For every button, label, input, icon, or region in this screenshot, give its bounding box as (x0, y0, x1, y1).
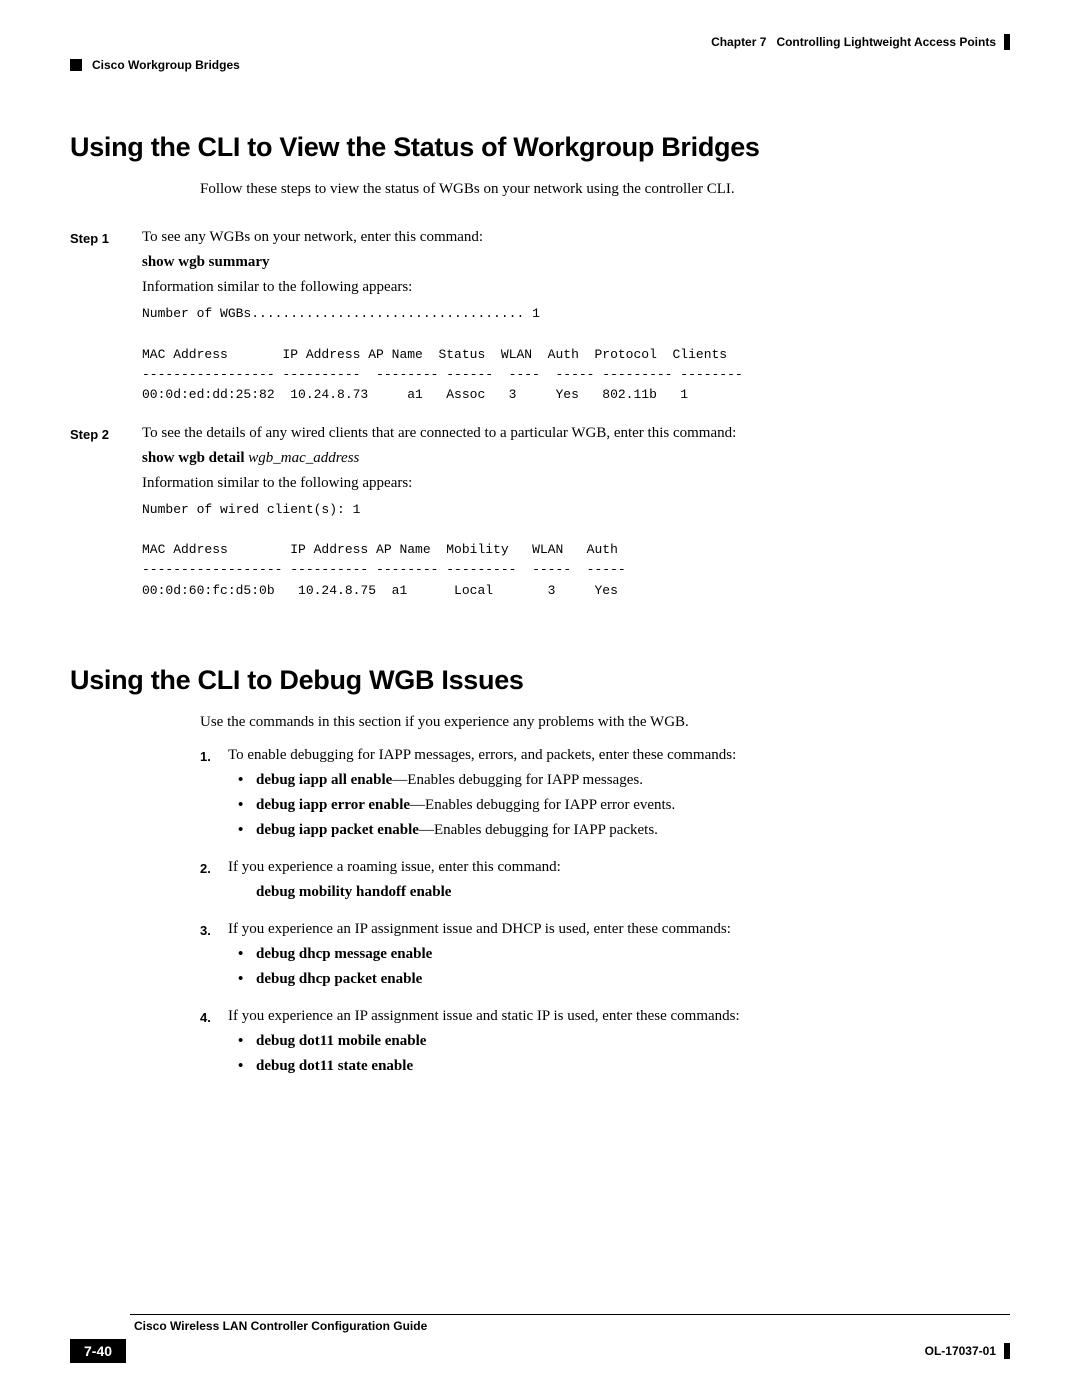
debug-list: 1. To enable debugging for IAPP messages… (200, 747, 1010, 1083)
section2-intro-wrap: Use the commands in this section if you … (200, 712, 1010, 732)
step-2-line2: Information similar to the following app… (142, 475, 1010, 492)
debug-item-3: 3. If you experience an IP assignment is… (200, 921, 1010, 996)
step-1-cmd: show wgb summary (142, 254, 1010, 271)
debug-item-4-text: If you experience an IP assignment issue… (228, 1008, 1010, 1025)
debug-item-1-b1-rest: —Enables debugging for IAPP messages. (392, 772, 643, 788)
step-1-body: To see any WGBs on your network, enter t… (142, 229, 1010, 419)
step-2-cli-output: Number of wired client(s): 1 MAC Address… (142, 500, 1010, 601)
section1-body: Follow these steps to view the status of… (200, 179, 1010, 199)
debug-item-2-body: If you experience a roaming issue, enter… (228, 859, 1010, 909)
step-2-cmd-italic: wgb_mac_address (248, 450, 359, 466)
debug-item-1-b3-rest: —Enables debugging for IAPP packets. (419, 822, 658, 838)
footer-guide-title: Cisco Wireless LAN Controller Configurat… (134, 1319, 1010, 1333)
debug-item-3-b1: debug dhcp message enable (256, 946, 1010, 963)
doc-id-wrap: OL-17037-01 (925, 1343, 1010, 1359)
step-1-line1: To see any WGBs on your network, enter t… (142, 229, 1010, 246)
heading-debug: Using the CLI to Debug WGB Issues (70, 665, 1010, 696)
section1-intro: Follow these steps to view the status of… (200, 179, 1010, 199)
footer-rule (130, 1314, 1010, 1315)
debug-item-2-num: 2. (200, 859, 228, 909)
debug-item-1-bullets: debug iapp all enable—Enables debugging … (228, 772, 1010, 839)
debug-item-2-text: If you experience a roaming issue, enter… (228, 859, 1010, 876)
debug-item-1-text: To enable debugging for IAPP messages, e… (228, 747, 1010, 764)
step-2-label: Step 2 (70, 425, 142, 615)
debug-item-1-b1-cmd: debug iapp all enable (256, 772, 392, 788)
debug-item-1-b3-cmd: debug iapp packet enable (256, 822, 419, 838)
debug-item-4-bullets: debug dot11 mobile enable debug dot11 st… (228, 1033, 1010, 1075)
page: Chapter 7 Controlling Lightweight Access… (0, 0, 1080, 1397)
debug-item-3-b2: debug dhcp packet enable (256, 971, 1010, 988)
section-title: Cisco Workgroup Bridges (92, 58, 240, 72)
step-2: Step 2 To see the details of any wired c… (70, 425, 1010, 615)
step-2-cmd-bold: show wgb detail (142, 450, 248, 466)
debug-item-1-body: To enable debugging for IAPP messages, e… (228, 747, 1010, 847)
step-1-line2: Information similar to the following app… (142, 279, 1010, 296)
step-1: Step 1 To see any WGBs on your network, … (70, 229, 1010, 419)
chapter-title: Controlling Lightweight Access Points (776, 35, 996, 49)
steps-block: Step 1 To see any WGBs on your network, … (70, 229, 1010, 614)
doc-id-marker-icon (1004, 1343, 1010, 1359)
doc-id: OL-17037-01 (925, 1344, 996, 1358)
debug-item-1-b1: debug iapp all enable—Enables debugging … (256, 772, 1010, 789)
step-2-body: To see the details of any wired clients … (142, 425, 1010, 615)
debug-item-3-bullets: debug dhcp message enable debug dhcp pac… (228, 946, 1010, 988)
section2-intro: Use the commands in this section if you … (200, 712, 1010, 732)
debug-item-4-b1: debug dot11 mobile enable (256, 1033, 1010, 1050)
debug-item-3-num: 3. (200, 921, 228, 996)
debug-item-1-num: 1. (200, 747, 228, 847)
header-marker-icon (1004, 34, 1010, 50)
step-2-cmd: show wgb detail wgb_mac_address (142, 450, 1010, 467)
page-header: Chapter 7 Controlling Lightweight Access… (70, 34, 1010, 50)
debug-item-1-b2: debug iapp error enable—Enables debuggin… (256, 797, 1010, 814)
footer-bottom-row: 7-40 OL-17037-01 (70, 1339, 1010, 1363)
debug-item-3-text: If you experience an IP assignment issue… (228, 921, 1010, 938)
page-footer: Cisco Wireless LAN Controller Configurat… (70, 1314, 1010, 1363)
step-1-label: Step 1 (70, 229, 142, 419)
debug-item-1-b2-cmd: debug iapp error enable (256, 797, 410, 813)
page-number: 7-40 (70, 1339, 126, 1363)
section-title-row: Cisco Workgroup Bridges (70, 58, 1010, 72)
debug-item-2-cmd: debug mobility handoff enable (228, 884, 1010, 901)
chapter-label: Chapter 7 (711, 35, 766, 49)
step-2-line1: To see the details of any wired clients … (142, 425, 1010, 442)
debug-item-1-b3: debug iapp packet enable—Enables debuggi… (256, 822, 1010, 839)
debug-item-4: 4. If you experience an IP assignment is… (200, 1008, 1010, 1083)
debug-item-3-body: If you experience an IP assignment issue… (228, 921, 1010, 996)
step-1-cli-output: Number of WGBs..........................… (142, 304, 1010, 405)
debug-item-1-b2-rest: —Enables debugging for IAPP error events… (410, 797, 675, 813)
debug-item-4-b2: debug dot11 state enable (256, 1058, 1010, 1075)
debug-item-4-num: 4. (200, 1008, 228, 1083)
section-marker-icon (70, 59, 82, 71)
debug-item-4-body: If you experience an IP assignment issue… (228, 1008, 1010, 1083)
debug-item-2: 2. If you experience a roaming issue, en… (200, 859, 1010, 909)
heading-view-status: Using the CLI to View the Status of Work… (70, 132, 1010, 163)
debug-item-1: 1. To enable debugging for IAPP messages… (200, 747, 1010, 847)
header-right: Chapter 7 Controlling Lightweight Access… (711, 34, 1010, 50)
